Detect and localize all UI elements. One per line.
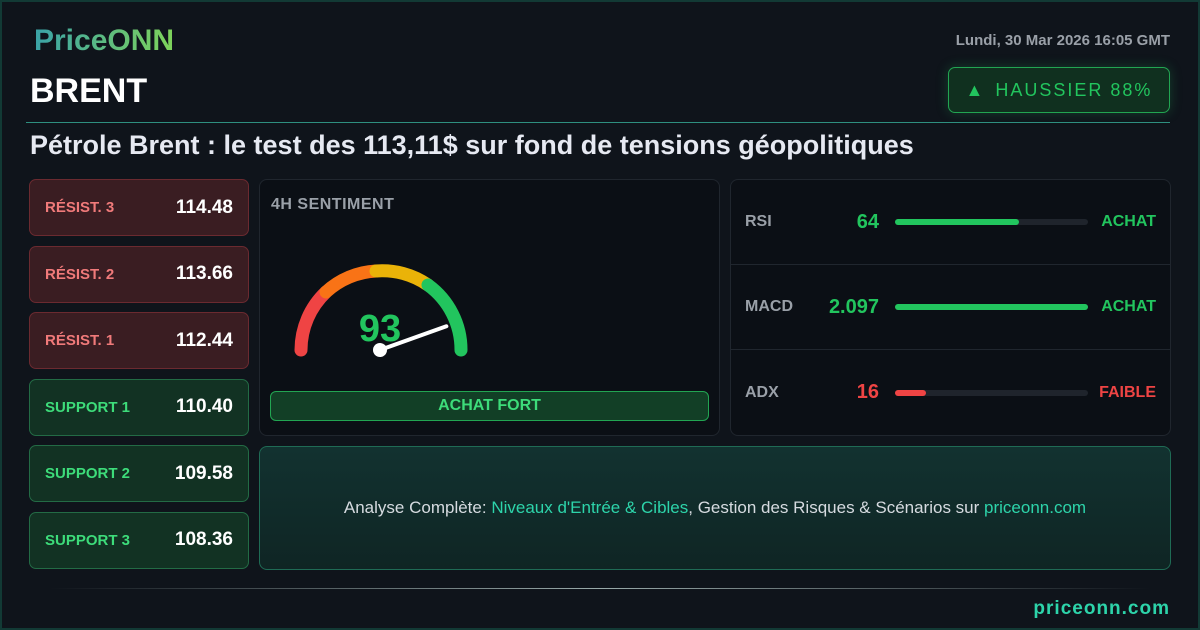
level-resistance: RÉSIST. 2 113.66 — [29, 245, 249, 303]
sentiment-signal: ACHAT FORT — [270, 391, 709, 421]
symbol-title: BRENT — [30, 72, 148, 110]
footer-url[interactable]: priceonn.com — [1033, 598, 1170, 619]
indicator-row-adx: ADX 16 FAIBLE — [731, 350, 1170, 435]
indicator-bar — [895, 219, 1088, 225]
level-value: 113.66 — [175, 263, 233, 284]
gauge-yellow — [369, 264, 435, 292]
levels-list: RÉSIST. 3 114.48 RÉSIST. 2 113.66 RÉSIST. 1 1… — [29, 179, 249, 578]
indicator-signal: ACHAT — [1101, 213, 1156, 230]
level-label: SUPPORT 1 — [45, 398, 131, 416]
gauge-green — [421, 278, 468, 357]
sentiment-title: 4H SENTIMENT — [271, 196, 395, 213]
cta-link[interactable]: priceonn.com — [984, 498, 1087, 517]
indicator-bar-fill — [895, 304, 1088, 310]
level-value: 114.48 — [175, 196, 233, 218]
level-value: 112.44 — [175, 329, 233, 351]
level-resistance: RÉSIST. 1 112.44 — [29, 312, 249, 369]
indicator-value: 64 — [856, 210, 879, 233]
indicator-value: 2.097 — [828, 295, 879, 318]
gauge-orange — [319, 264, 383, 299]
gauge-needle — [378, 324, 449, 352]
level-resistance: RÉSIST. 3 114.48 — [29, 179, 249, 236]
sentiment-panel: 4H SENTIMENT 93 ACHAT FORT — [259, 179, 720, 436]
divider — [26, 122, 1170, 123]
level-label: RÉSIST. 2 — [45, 265, 115, 283]
indicator-name: RSI — [745, 213, 772, 230]
indicator-signal: FAIBLE — [1099, 383, 1156, 401]
date-time: Lundi, 30 Mar 2026 16:05 GMT — [955, 32, 1170, 49]
indicator-row-rsi: RSI 64 ACHAT — [731, 180, 1170, 265]
indicator-bar — [895, 389, 1088, 396]
level-support: SUPPORT 1 110.40 — [29, 378, 249, 436]
level-label: RÉSIST. 1 — [45, 332, 115, 349]
level-label: SUPPORT 3 — [45, 531, 131, 549]
sentiment-gauge — [294, 264, 468, 357]
bias-label: HAUSSIER 88% — [995, 79, 1153, 100]
level-label: RÉSIST. 3 — [45, 199, 115, 216]
indicators-panel: RSI 64 ACHAT MACD 2.097 ACHAT ADX 16 FAIBLE — [730, 179, 1171, 436]
sentiment-value: 93 — [358, 308, 402, 350]
cta-prefix: Analyse Complète: — [343, 498, 487, 517]
level-value: 108.36 — [174, 529, 233, 550]
indicator-bar-fill — [895, 389, 926, 396]
indicator-value: 16 — [856, 381, 879, 403]
indicator-row-macd: MACD 2.097 ACHAT — [731, 265, 1170, 350]
logo: PriceONN — [34, 24, 175, 57]
gauge-red — [294, 285, 333, 357]
cta-highlight: Niveaux d'Entrée & Cibles — [491, 498, 689, 517]
level-value: 110.40 — [175, 396, 233, 417]
gauge-hub — [373, 343, 387, 357]
indicator-bar — [895, 304, 1088, 310]
level-support: SUPPORT 2 109.58 — [29, 445, 249, 502]
level-label: SUPPORT 2 — [45, 465, 131, 482]
analysis-link[interactable]: Analyse Complète: Niveaux d'Entrée & Cib… — [259, 446, 1171, 570]
cta-middle: , Gestion des Risques & Scénarios sur — [688, 498, 980, 517]
level-value: 109.58 — [174, 462, 233, 484]
indicator-name: MACD — [745, 298, 793, 315]
headline: Pétrole Brent : le test des 113,11$ sur … — [30, 130, 914, 160]
level-support: SUPPORT 3 108.36 — [29, 511, 249, 569]
bias-badge: ▲ HAUSSIER 88% — [948, 67, 1170, 113]
indicator-signal: ACHAT — [1101, 298, 1156, 315]
indicator-name: ADX — [745, 383, 779, 401]
triangle-up-icon: ▲ — [965, 79, 986, 100]
footer-divider — [50, 588, 1150, 589]
indicator-bar-fill — [895, 219, 1019, 225]
